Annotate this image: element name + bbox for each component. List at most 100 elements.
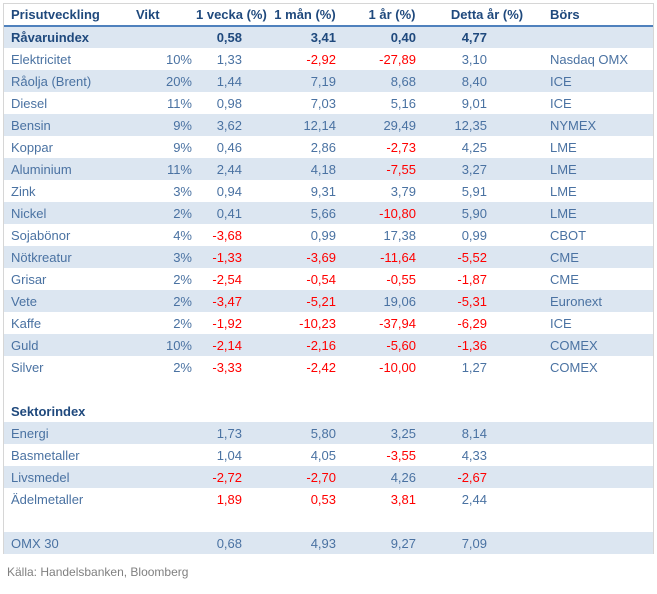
commodity-price-table: Prisutveckling Vikt 1 vecka (%) 1 mån (%) 1 … [4,4,653,554]
value-cell: -5,31 [457,293,487,309]
value-cell: -1,33 [212,249,242,265]
value-cell: 4,26 [390,469,416,485]
value-cell [258,510,352,532]
table-row: Sektorindex [4,400,653,422]
table-row: Råvaruindex 0,58 3,41 0,40 4,77 [4,26,653,48]
table-row: Elektricitet 10% 1,33 -2,92 -27,89 3,10 Nasdaq… [4,48,653,70]
value-cell: 7,09 [461,535,487,551]
row-label: Silver [11,359,44,375]
value-cell: -2,42 [306,359,336,375]
weight-cell: 20% [165,73,192,89]
value-cell: 5,91 [461,183,487,199]
value-cell [432,510,542,532]
exchange-cell: COMEX [550,337,598,353]
table-row: Diesel 11% 0,98 7,03 5,16 9,01 ICE [4,92,653,114]
exchange-cell [542,466,653,488]
weight-cell: 2% [173,205,192,221]
value-cell: 12,35 [454,117,487,133]
weight-cell: 10% [165,51,192,67]
spacer-row [4,378,653,400]
value-cell: 4,93 [310,535,336,551]
value-cell: 3,10 [461,51,487,67]
exchange-cell: CBOT [550,227,587,243]
weight-cell [132,26,196,48]
value-cell: 12,14 [303,117,336,133]
value-cell [352,510,432,532]
value-cell: 0,53 [310,491,336,507]
table-body: Råvaruindex 0,58 3,41 0,40 4,77 Elektricitet 1… [4,26,653,554]
value-cell: -3,68 [212,227,242,243]
weight-cell: 4% [173,227,192,243]
table-row: Grisar 2% -2,54 -0,54 -0,55 -1,87 CME [4,268,653,290]
column-header-manad: 1 mån (%) [258,4,352,27]
value-cell: -2,70 [306,469,336,485]
table-row: Energi 1,73 5,80 3,25 8,14 [4,422,653,444]
exchange-cell: LME [550,183,577,199]
row-label: Aluminium [11,161,72,177]
value-cell: 17,38 [383,227,416,243]
value-cell: 9,31 [310,183,336,199]
weight-cell [132,378,196,400]
value-cell: 3,25 [390,425,416,441]
value-cell: 0,68 [216,535,242,551]
row-label [4,378,132,400]
price-table-sheet: Prisutveckling Vikt 1 vecka (%) 1 mån (%) 1 … [3,3,654,554]
value-cell: 2,86 [310,139,336,155]
value-cell: -3,33 [212,359,242,375]
row-label: Råvaruindex [11,30,90,45]
value-cell: 0,99 [310,227,336,243]
value-cell [196,510,258,532]
exchange-cell: COMEX [550,359,598,375]
table-row: Zink 3% 0,94 9,31 3,79 5,91 LME [4,180,653,202]
row-label: Zink [11,183,36,199]
value-cell: -1,36 [457,337,487,353]
table-row: Koppar 9% 0,46 2,86 -2,73 4,25 LME [4,136,653,158]
value-cell: 1,89 [216,491,242,507]
value-cell: 1,27 [461,359,487,375]
row-label: Sojabönor [11,227,71,243]
value-cell: 5,66 [310,205,336,221]
value-cell: -27,89 [379,51,416,67]
value-cell: -10,00 [379,359,416,375]
exchange-cell [542,422,653,444]
column-header-detta-ar: Detta år (%) [432,4,542,27]
table-row: Vete 2% -3,47 -5,21 19,06 -5,31 Euronext [4,290,653,312]
row-label: Livsmedel [11,469,70,485]
source-note: Källa: Handelsbanken, Bloomberg [7,565,189,579]
exchange-cell: Nasdaq OMX [550,51,629,67]
exchange-cell [542,400,653,422]
exchange-cell: LME [550,161,577,177]
row-label: Energi [11,425,49,441]
row-label: Nickel [11,205,47,221]
value-cell: 9,27 [390,535,416,551]
row-label: Grisar [11,271,47,287]
value-cell: 1,73 [216,425,242,441]
table-row: Basmetaller 1,04 4,05 -3,55 4,33 [4,444,653,466]
exchange-cell [542,510,653,532]
column-header-prisutveckling: Prisutveckling [4,4,132,27]
value-cell: 5,80 [310,425,336,441]
exchange-cell [542,26,653,48]
exchange-cell: Euronext [550,293,603,309]
value-cell: 8,14 [461,425,487,441]
value-cell: 4,25 [461,139,487,155]
weight-cell: 3% [173,183,192,199]
exchange-cell: CME [550,271,579,287]
value-cell: 0,41 [216,205,242,221]
row-label: Ädelmetaller [11,491,84,507]
value-cell: -5,21 [306,293,336,309]
table-row: Råolja (Brent) 20% 1,44 7,19 8,68 8,40 ICE [4,70,653,92]
value-cell [258,378,352,400]
value-cell: 8,68 [390,73,416,89]
table-row: Ädelmetaller 1,89 0,53 3,81 2,44 [4,488,653,510]
value-cell: 0,99 [461,227,487,243]
value-cell: 5,90 [461,205,487,221]
exchange-cell: ICE [550,95,572,111]
weight-cell: 9% [173,117,192,133]
row-label: Bensin [11,117,51,133]
value-cell: 1,04 [216,447,242,463]
exchange-cell: NYMEX [550,117,597,133]
value-cell: -2,54 [212,271,242,287]
row-label: Vete [11,293,38,309]
weight-cell [132,422,196,444]
